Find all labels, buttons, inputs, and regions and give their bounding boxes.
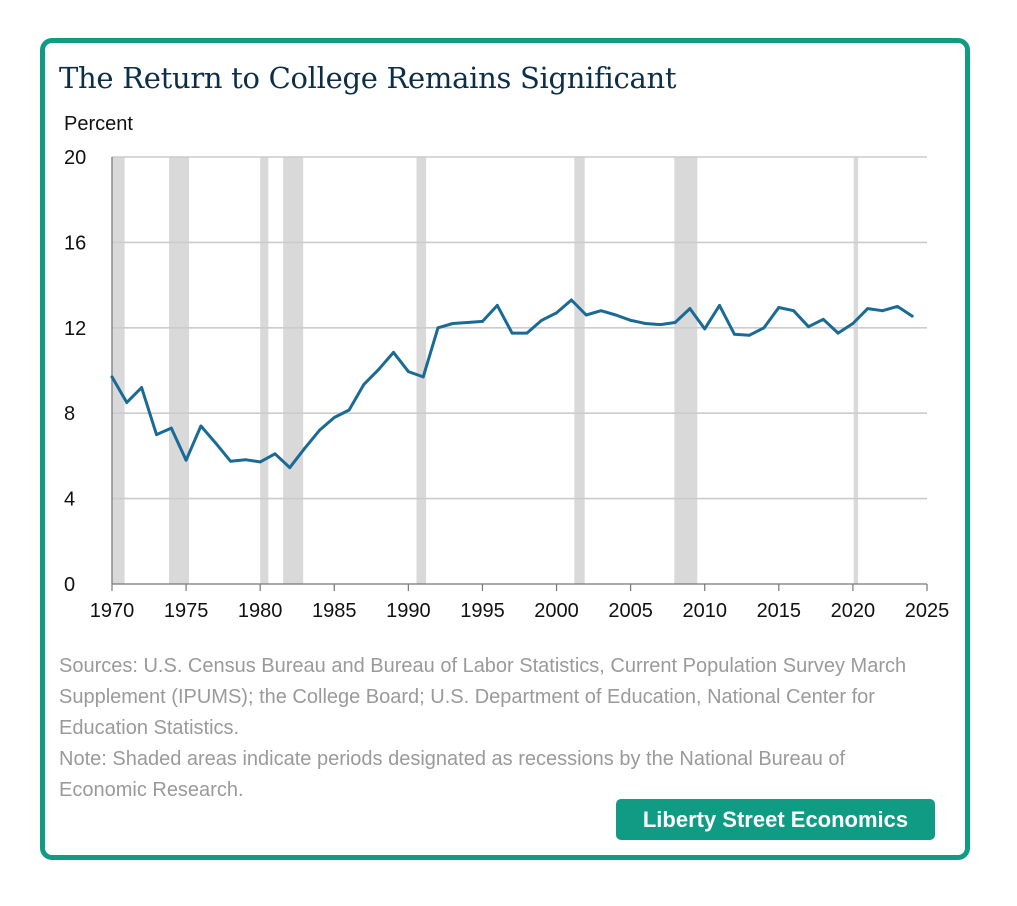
data-point <box>569 298 573 302</box>
data-point <box>629 318 633 322</box>
y-tick-label: 12 <box>64 318 86 340</box>
liberty-street-economics-badge[interactable]: Liberty Street Economics <box>616 799 935 840</box>
data-point <box>392 350 395 354</box>
data-point <box>495 303 499 307</box>
data-point <box>199 424 203 428</box>
data-point <box>821 317 825 321</box>
data-point <box>747 333 751 337</box>
series-layer <box>110 298 914 470</box>
recession-band-7 <box>853 157 859 584</box>
data-point <box>288 466 292 470</box>
x-tick-label: 2005 <box>608 600 653 622</box>
y-tick-label: 4 <box>64 489 75 511</box>
line-chart: Percent 0 4 8 12 16 20 1970 1975 1980 1985 1990 199… <box>64 113 949 622</box>
data-point <box>303 447 307 450</box>
data-point <box>273 452 277 456</box>
x-tick-label: 1995 <box>460 600 505 622</box>
data-point <box>807 325 810 329</box>
x-tick-label: 1980 <box>238 600 283 622</box>
chart-card: The Return to College Remains Significan… <box>40 38 970 860</box>
data-point <box>406 370 410 373</box>
data-point <box>140 386 144 389</box>
data-point <box>895 305 899 308</box>
data-point <box>436 326 440 330</box>
data-point <box>673 321 677 324</box>
y-axis-label: Percent <box>64 113 133 135</box>
y-tick-label: 0 <box>64 574 75 596</box>
x-tick-label: 2020 <box>831 600 876 622</box>
x-tick-label: 1975 <box>164 600 209 622</box>
data-point <box>688 307 692 310</box>
y-tick-label: 16 <box>64 232 86 254</box>
recession-band-6 <box>674 157 698 584</box>
data-point <box>851 322 855 325</box>
recession-band-2 <box>260 157 269 584</box>
x-tick-label: 2010 <box>682 600 727 622</box>
chart-title: The Return to College Remains Significan… <box>59 61 677 95</box>
x-tick-label: 1970 <box>90 600 135 622</box>
data-point <box>792 309 796 313</box>
data-point <box>169 426 173 430</box>
gridlines <box>112 156 927 500</box>
sources-text: Sources: U.S. Census Bureau and Bureau o… <box>59 655 907 739</box>
data-point <box>318 428 321 432</box>
chart-notes: Sources: U.S. Census Bureau and Bureau o… <box>59 651 919 806</box>
axes: Percent <box>64 113 927 585</box>
data-point <box>732 332 736 336</box>
data-point <box>644 322 647 325</box>
tick-labels: 0 4 8 12 16 20 1970 1975 1980 1985 1990 1995 2000 200… <box>64 147 949 622</box>
data-point <box>481 319 484 323</box>
recession-band-3 <box>283 157 304 584</box>
data-point <box>540 318 544 322</box>
recession-band-5 <box>574 157 585 584</box>
data-point <box>362 382 366 386</box>
data-point <box>229 459 232 463</box>
data-point <box>525 331 529 335</box>
y-tick-label: 20 <box>64 147 86 169</box>
recession-band-4 <box>416 157 427 584</box>
x-tick-label: 1985 <box>312 600 357 622</box>
data-point <box>110 375 114 379</box>
recession-band-1 <box>169 157 190 584</box>
series-line-0 <box>110 298 914 470</box>
data-point <box>125 401 129 404</box>
data-point <box>510 331 514 335</box>
data-point <box>910 314 914 318</box>
data-point <box>762 326 766 330</box>
x-tick-label: 1990 <box>386 600 431 622</box>
data-point <box>658 323 662 326</box>
data-point <box>421 375 425 379</box>
data-point <box>332 416 336 419</box>
data-point <box>155 433 158 436</box>
x-tick-label: 2025 <box>905 600 950 622</box>
data-point <box>377 368 381 371</box>
data-point <box>703 327 707 331</box>
data-point <box>881 309 884 313</box>
data-point <box>466 321 470 324</box>
data-point <box>258 460 262 464</box>
data-point <box>718 303 721 307</box>
data-point <box>243 458 247 462</box>
note-text: Note: Shaded areas indicate periods desi… <box>59 748 846 801</box>
x-tick-label: 2000 <box>534 600 579 622</box>
data-point <box>614 313 618 317</box>
y-tick-label: 8 <box>64 403 75 425</box>
recession-shading <box>111 157 859 584</box>
x-tick-label: 2015 <box>757 600 802 622</box>
data-point <box>555 311 558 315</box>
recession-band-0 <box>111 157 125 584</box>
data-point <box>599 309 603 313</box>
data-point <box>584 313 588 317</box>
data-point <box>777 306 781 309</box>
data-point <box>866 307 870 310</box>
data-point <box>347 408 351 412</box>
data-point <box>451 322 455 325</box>
data-point <box>184 458 188 462</box>
data-point <box>214 441 218 445</box>
data-point <box>836 331 840 335</box>
